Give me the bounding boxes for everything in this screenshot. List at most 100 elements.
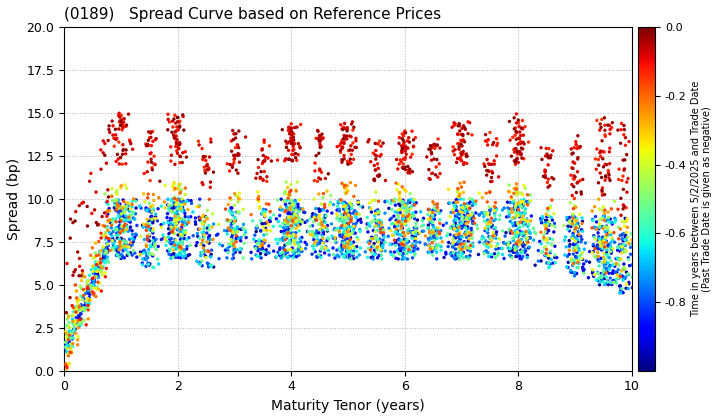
Point bbox=[522, 239, 534, 246]
Point bbox=[111, 218, 122, 225]
Point bbox=[514, 148, 526, 155]
Point bbox=[86, 284, 97, 290]
Point bbox=[510, 253, 522, 260]
Point bbox=[307, 229, 319, 236]
Point bbox=[431, 206, 443, 213]
Point bbox=[319, 214, 330, 221]
Point bbox=[570, 254, 582, 261]
Point bbox=[606, 257, 617, 264]
Point bbox=[430, 143, 441, 150]
Point bbox=[545, 248, 557, 255]
Point bbox=[111, 251, 122, 257]
Point bbox=[102, 218, 114, 225]
Point bbox=[469, 201, 481, 208]
Point bbox=[73, 323, 85, 330]
Point bbox=[274, 237, 285, 244]
Point bbox=[484, 188, 495, 195]
Point bbox=[428, 231, 440, 238]
Point bbox=[153, 194, 165, 201]
Point bbox=[117, 161, 128, 168]
Point bbox=[192, 239, 203, 246]
Point bbox=[513, 237, 525, 244]
Point bbox=[621, 218, 632, 224]
Point bbox=[341, 190, 352, 197]
Point bbox=[462, 202, 473, 209]
Point bbox=[619, 236, 631, 243]
Point bbox=[270, 236, 282, 243]
Point bbox=[428, 244, 440, 251]
Point bbox=[403, 216, 415, 223]
Point bbox=[361, 220, 373, 227]
Point bbox=[167, 123, 179, 130]
Point bbox=[171, 136, 183, 143]
Point bbox=[402, 229, 413, 236]
Point bbox=[189, 218, 201, 225]
Point bbox=[88, 279, 99, 286]
Point bbox=[287, 129, 298, 136]
Point bbox=[281, 144, 292, 151]
Point bbox=[451, 215, 463, 222]
Point bbox=[334, 233, 346, 239]
Point bbox=[73, 325, 84, 331]
Point bbox=[369, 234, 380, 241]
Point bbox=[593, 275, 605, 282]
Point bbox=[163, 222, 175, 228]
Point bbox=[398, 140, 410, 147]
Point bbox=[566, 218, 577, 225]
Point bbox=[176, 241, 187, 247]
Point bbox=[77, 270, 89, 277]
Point bbox=[174, 124, 185, 131]
Point bbox=[294, 244, 305, 251]
Point bbox=[523, 227, 535, 234]
Point bbox=[604, 177, 616, 184]
Point bbox=[517, 145, 528, 152]
Point bbox=[572, 180, 583, 186]
Point bbox=[117, 247, 129, 254]
Point bbox=[283, 217, 294, 223]
Point bbox=[401, 201, 413, 207]
Point bbox=[510, 232, 522, 239]
Point bbox=[230, 135, 241, 142]
Point bbox=[104, 237, 115, 244]
Point bbox=[535, 215, 546, 222]
Point bbox=[512, 233, 523, 240]
Point bbox=[459, 224, 471, 231]
Point bbox=[498, 239, 509, 246]
Point bbox=[393, 241, 405, 248]
Point bbox=[364, 205, 375, 211]
Point bbox=[343, 237, 355, 244]
Point bbox=[596, 244, 608, 250]
Point bbox=[520, 185, 531, 192]
Point bbox=[595, 124, 607, 131]
Point bbox=[102, 208, 113, 215]
Point bbox=[233, 152, 244, 159]
Point bbox=[567, 214, 579, 220]
Point bbox=[336, 223, 347, 230]
Point bbox=[403, 134, 415, 141]
Point bbox=[230, 218, 241, 224]
Point bbox=[168, 181, 179, 188]
Point bbox=[113, 249, 125, 256]
Point bbox=[194, 202, 205, 209]
Point bbox=[428, 229, 439, 236]
Point bbox=[423, 249, 435, 256]
Point bbox=[123, 111, 135, 118]
Point bbox=[509, 202, 521, 209]
Point bbox=[456, 158, 467, 164]
Point bbox=[86, 280, 98, 286]
Point bbox=[94, 249, 105, 256]
Point bbox=[395, 237, 407, 244]
Point bbox=[224, 168, 235, 174]
Point bbox=[142, 255, 153, 261]
Point bbox=[109, 243, 120, 250]
Point bbox=[495, 245, 507, 252]
Point bbox=[125, 138, 136, 145]
Point bbox=[572, 242, 583, 249]
Point bbox=[107, 215, 119, 222]
Point bbox=[259, 237, 271, 244]
Point bbox=[365, 158, 377, 165]
Point bbox=[225, 242, 237, 249]
Point bbox=[280, 249, 292, 256]
Point bbox=[514, 200, 526, 207]
Point bbox=[162, 219, 174, 226]
